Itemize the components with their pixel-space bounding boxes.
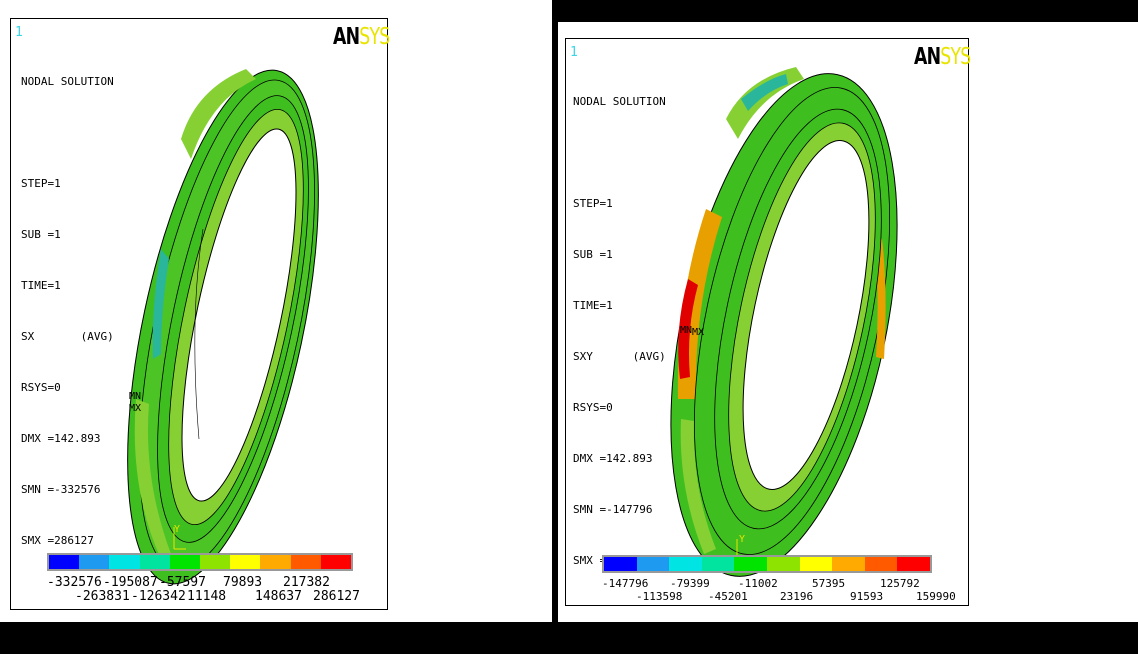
- legend-swatch: [290, 555, 321, 569]
- ring-model-sxy: [670, 67, 898, 577]
- legend-swatch: [49, 555, 80, 569]
- solution-info: NODAL SOLUTION STEP=1 SUB =1 TIME=1 SXY …: [573, 59, 666, 603]
- min-marker: MN: [129, 391, 142, 402]
- max-marker: MX: [129, 403, 142, 414]
- legend-label: -45201: [708, 590, 748, 603]
- info-line: STEP=1: [573, 197, 613, 210]
- legend-label: -147796: [602, 577, 649, 590]
- y-axis-label: Y: [174, 524, 181, 535]
- info-line: SMN =-332576: [21, 483, 101, 496]
- info-line: SX (AVG): [21, 330, 114, 343]
- legend-swatch: [669, 557, 702, 571]
- info-line: DMX =142.893: [573, 452, 653, 465]
- legend-label: -113598: [636, 590, 683, 603]
- info-line: DMX =142.893: [21, 432, 101, 445]
- legend-swatch: [169, 555, 201, 569]
- min-marker: MN: [680, 325, 693, 336]
- legend-swatch: [79, 555, 110, 569]
- info-line: SMN =-147796: [573, 503, 653, 516]
- ansys-logo: ANSYS: [333, 24, 390, 50]
- info-line: SUB =1: [21, 228, 61, 241]
- legend-swatch: [897, 557, 930, 571]
- info-line: STEP=1: [21, 177, 61, 190]
- legend-swatch: [701, 557, 735, 571]
- info-line: SUB =1: [573, 248, 613, 261]
- info-line: RSYS=0: [21, 381, 61, 394]
- right-plot-panel: 1 NODAL SOLUTION STEP=1 SUB =1 TIME=1 SX…: [565, 38, 971, 606]
- legend-label: -263831: [75, 589, 130, 604]
- legend-label: -126342: [131, 589, 186, 604]
- legend-label: -332576: [47, 575, 102, 590]
- legend-swatch: [200, 555, 231, 569]
- ansys-logo: ANSYS: [914, 44, 971, 70]
- legend-label: 91593: [850, 590, 884, 603]
- legend-swatch: [109, 555, 140, 569]
- legend-label: 11148: [187, 589, 227, 604]
- legend-label: 57395: [812, 577, 846, 590]
- legend-label: -195087: [103, 575, 158, 590]
- legend-label: -79399: [670, 577, 710, 590]
- legend-swatch: [230, 555, 261, 569]
- color-legend-bar: [47, 553, 353, 571]
- color-legend-bar: [602, 555, 932, 573]
- legend-label: 23196: [780, 590, 814, 603]
- info-line: TIME=1: [21, 279, 61, 292]
- legend-label: -11002: [738, 577, 778, 590]
- window-number: 1: [15, 25, 23, 40]
- legend-label: 148637: [255, 589, 302, 604]
- legend-label: -57597: [159, 575, 206, 590]
- left-plot-panel: 1 NODAL SOLUTION STEP=1 SUB =1 TIME=1 SX…: [10, 18, 390, 610]
- legend-swatch: [139, 555, 170, 569]
- info-line: NODAL SOLUTION: [21, 75, 114, 88]
- legend-label: 125792: [880, 577, 920, 590]
- info-line: RSYS=0: [573, 401, 613, 414]
- legend-swatch: [766, 557, 800, 571]
- legend-swatch: [799, 557, 833, 571]
- legend-label: 217382: [283, 575, 330, 590]
- info-line: NODAL SOLUTION: [573, 95, 666, 108]
- legend-swatch: [832, 557, 865, 571]
- info-line: SMX =286127: [21, 534, 94, 547]
- legend-swatch: [734, 557, 767, 571]
- legend-swatch: [320, 555, 352, 569]
- solution-info: NODAL SOLUTION STEP=1 SUB =1 TIME=1 SX (…: [21, 39, 114, 583]
- legend-swatch: [864, 557, 898, 571]
- ring-model-sx: [127, 69, 319, 585]
- info-line: TIME=1: [573, 299, 613, 312]
- legend-swatch: [604, 557, 637, 571]
- max-marker: MX: [692, 327, 705, 338]
- window-number: 1: [570, 45, 578, 60]
- legend-swatch: [260, 555, 291, 569]
- legend-label: 79893: [223, 575, 263, 590]
- legend-label: 286127: [313, 589, 360, 604]
- info-line: SXY (AVG): [573, 350, 666, 363]
- legend-label: 159990: [916, 590, 956, 603]
- legend-swatch: [636, 557, 670, 571]
- y-axis-label: Y: [739, 534, 746, 545]
